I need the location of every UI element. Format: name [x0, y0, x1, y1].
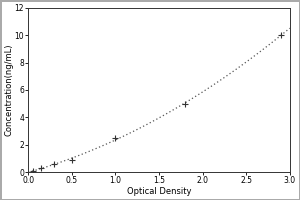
Y-axis label: Concentration(ng/mL): Concentration(ng/mL) — [4, 44, 13, 136]
X-axis label: Optical Density: Optical Density — [127, 187, 191, 196]
